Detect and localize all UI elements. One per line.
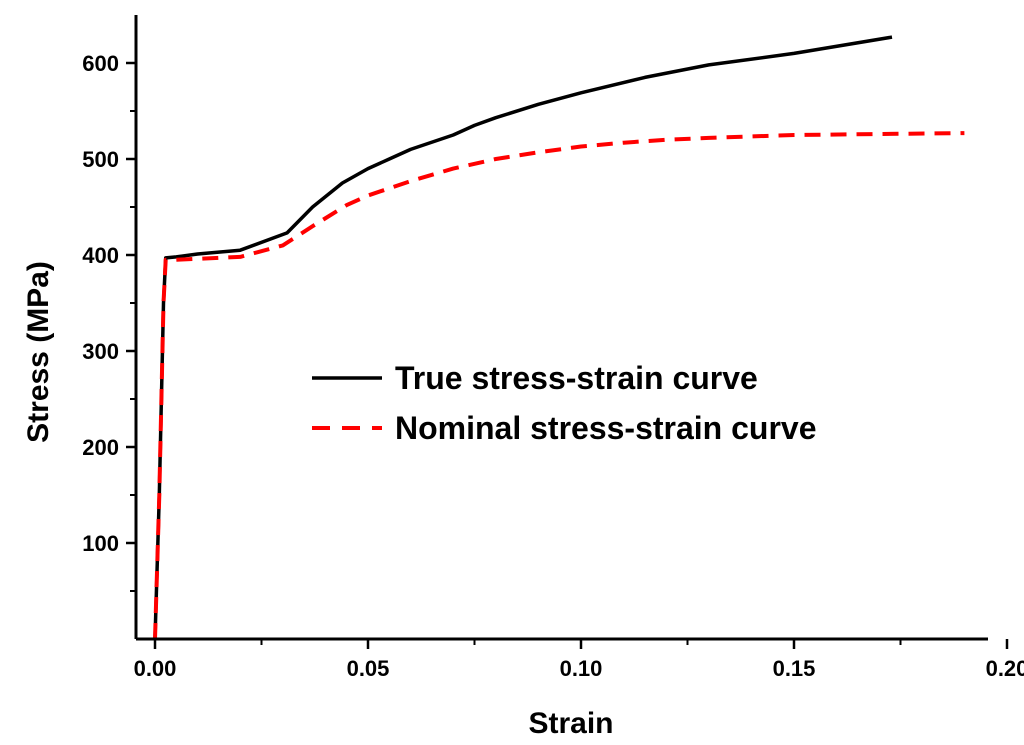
y-tick-label: 100 [82, 531, 119, 556]
legend: True stress-strain curve Nominal stress-s… [312, 360, 817, 446]
legend-label: Nominal stress-strain curve [395, 410, 817, 446]
x-tick-label: 0.15 [773, 656, 816, 681]
y-axis-title: Stress (MPa) [22, 261, 55, 443]
x-axis-title: Strain [528, 707, 613, 740]
series-line-true [153, 35, 893, 640]
x-tick-label: 0.00 [134, 656, 177, 681]
x-tick-label: 0.20 [986, 656, 1024, 681]
series-line-nominal [153, 131, 965, 640]
legend-label: True stress-strain curve [395, 360, 758, 396]
x-tick-label: 0.10 [560, 656, 603, 681]
ticks: 0.00 0.05 0.10 0.15 0.20 100 200 300 400 500 600 [82, 51, 1024, 681]
y-tick-label: 500 [82, 147, 119, 172]
x-tick-label: 0.05 [347, 656, 390, 681]
y-tick-label: 200 [82, 435, 119, 460]
y-tick-label: 600 [82, 51, 119, 76]
plot-lines [153, 35, 965, 640]
y-tick-label: 300 [82, 339, 119, 364]
y-tick-label: 400 [82, 243, 119, 268]
axes [134, 15, 988, 641]
